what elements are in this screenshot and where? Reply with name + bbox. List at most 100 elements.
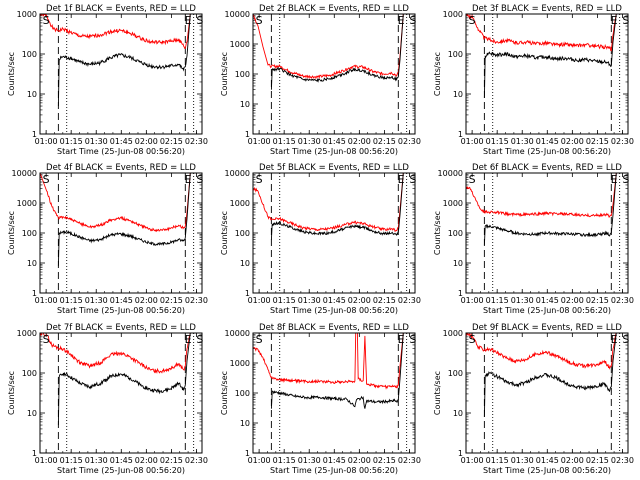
x-axis-label: Start Time (25-Jun-08 00:56:20) — [270, 306, 398, 315]
marker-label: S — [196, 14, 203, 27]
marker-label: S — [43, 14, 50, 27]
y-axis-label: Counts/sec — [220, 371, 229, 415]
series-line-black — [270, 333, 404, 409]
x-tick-label: 01:30 — [85, 296, 108, 305]
chart-title: Det 2f BLACK = Events, RED = LLD — [259, 4, 409, 14]
marker-label: S — [622, 333, 629, 346]
y-tick-label: 1000 — [443, 10, 463, 19]
y-tick-label: 1000 — [443, 199, 463, 208]
y-tick-label: 1000 — [17, 10, 37, 19]
x-tick-label: 02:15 — [373, 137, 396, 146]
x-tick-label: 02:15 — [586, 137, 609, 146]
marker-label: S — [622, 173, 629, 186]
y-tick-label: 10 — [240, 259, 250, 268]
chart-title: Det 5f BLACK = Events, RED = LLD — [259, 163, 409, 173]
y-tick-label: 1000 — [17, 329, 37, 338]
series-line-black — [57, 14, 191, 107]
y-axis-label: Counts/sec — [7, 211, 16, 255]
chart-title: Det 1f BLACK = Events, RED = LLD — [46, 4, 196, 14]
y-tick-label: 100 — [235, 229, 250, 238]
series-line-red — [253, 333, 404, 390]
x-tick-label: 01:45 — [323, 296, 346, 305]
x-tick-label: 02:00 — [135, 456, 158, 465]
y-tick-label: 10 — [240, 100, 250, 109]
marker-label: E — [185, 14, 192, 27]
series-line-red — [253, 14, 404, 80]
y-tick-label: 10 — [27, 409, 37, 418]
plot-frame — [252, 332, 416, 454]
y-axis-label: Counts/sec — [220, 211, 229, 255]
marker-label: E — [611, 173, 618, 186]
series-line-black — [483, 14, 617, 98]
x-tick-label: 01:00 — [461, 456, 484, 465]
marker-label: S — [256, 173, 263, 186]
chart-title: Det 4f BLACK = Events, RED = LLD — [46, 163, 196, 173]
y-tick-label: 10000 — [225, 169, 250, 178]
chart-title: Det 9f BLACK = Events, RED = LLD — [472, 323, 622, 333]
x-tick-label: 01:15 — [273, 456, 296, 465]
x-tick-label: 02:00 — [135, 137, 158, 146]
marker-label: S — [196, 333, 203, 346]
y-tick-label: 100 — [448, 50, 463, 59]
y-tick-label: 10 — [453, 409, 463, 418]
marker-label: S — [409, 333, 416, 346]
y-tick-label: 1 — [32, 289, 37, 298]
y-tick-label: 1 — [32, 130, 37, 139]
series-line-black — [57, 173, 191, 266]
chart-panel-1: Det 1f BLACK = Events, RED = LLD Counts/s… — [7, 4, 208, 156]
chart-title: Det 3f BLACK = Events, RED = LLD — [472, 4, 622, 14]
x-tick-label: 01:45 — [110, 296, 133, 305]
x-tick-label: 02:00 — [348, 456, 371, 465]
x-tick-label: 02:15 — [586, 296, 609, 305]
chart-panel-9: Det 9f BLACK = Events, RED = LLD Counts/s… — [433, 323, 634, 475]
series-line-red — [466, 14, 617, 52]
x-axis-label: Start Time (25-Jun-08 00:56:20) — [57, 306, 185, 315]
marker-label: S — [256, 14, 263, 27]
x-axis-label: Start Time (25-Jun-08 00:56:20) — [483, 466, 611, 475]
x-tick-label: 01:45 — [110, 456, 133, 465]
marker-label: S — [43, 333, 50, 346]
chart-panel-2: Det 2f BLACK = Events, RED = LLD Counts/s… — [220, 4, 421, 156]
x-tick-label: 02:30 — [398, 137, 421, 146]
y-tick-label: 10 — [453, 259, 463, 268]
plot-frame — [465, 172, 629, 294]
x-tick-label: 01:45 — [536, 137, 559, 146]
x-tick-label: 01:15 — [60, 137, 83, 146]
x-axis-label: Start Time (25-Jun-08 00:56:20) — [483, 147, 611, 156]
x-tick-label: 01:30 — [85, 137, 108, 146]
x-tick-label: 02:00 — [561, 296, 584, 305]
marker-label: E — [398, 333, 405, 346]
y-tick-label: 1000 — [443, 329, 463, 338]
y-tick-label: 100 — [448, 369, 463, 378]
chart-panel-3: Det 3f BLACK = Events, RED = LLD Counts/s… — [433, 4, 634, 156]
x-axis-label: Start Time (25-Jun-08 00:56:20) — [270, 466, 398, 475]
marker-label: E — [185, 333, 192, 346]
x-tick-label: 01:15 — [60, 296, 83, 305]
x-tick-label: 01:30 — [298, 137, 321, 146]
series-line-red — [466, 333, 617, 370]
plot-frame — [465, 13, 629, 135]
y-tick-label: 100 — [22, 229, 37, 238]
x-axis-label: Start Time (25-Jun-08 00:56:20) — [270, 147, 398, 156]
series-line-black — [270, 173, 404, 240]
series-line-black — [57, 333, 191, 426]
x-axis-label: Start Time (25-Jun-08 00:56:20) — [57, 466, 185, 475]
y-tick-label: 10 — [240, 419, 250, 428]
series-line-red — [40, 173, 191, 233]
marker-label: E — [185, 173, 192, 186]
plot-frame — [39, 172, 203, 294]
x-tick-label: 01:45 — [110, 137, 133, 146]
x-tick-label: 01:00 — [35, 456, 58, 465]
x-tick-label: 02:15 — [160, 296, 183, 305]
x-tick-label: 01:15 — [486, 137, 509, 146]
x-tick-label: 02:00 — [561, 456, 584, 465]
y-tick-label: 1000 — [230, 359, 250, 368]
y-axis-label: Counts/sec — [7, 52, 16, 96]
x-tick-label: 02:30 — [185, 456, 208, 465]
y-tick-label: 10 — [453, 90, 463, 99]
marker-label: S — [409, 173, 416, 186]
y-tick-label: 100 — [448, 229, 463, 238]
chart-panel-6: Det 6f BLACK = Events, RED = LLD Counts/s… — [433, 163, 634, 315]
x-tick-label: 02:30 — [185, 296, 208, 305]
